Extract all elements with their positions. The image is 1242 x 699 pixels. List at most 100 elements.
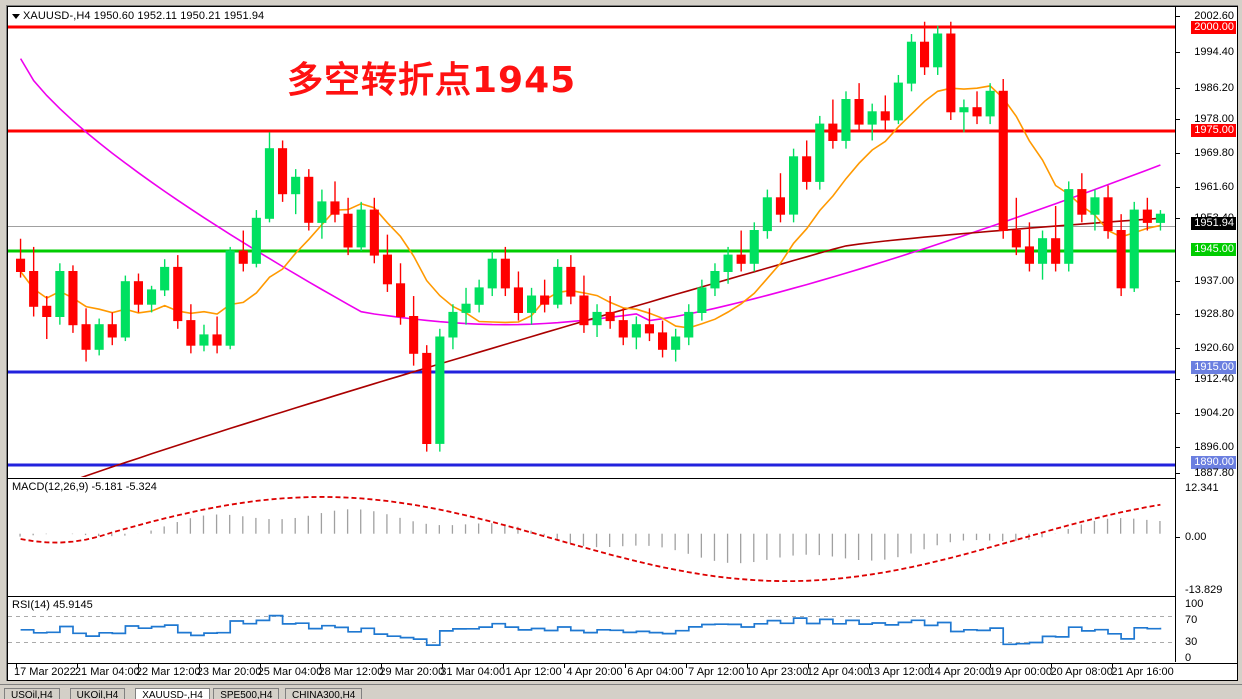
price-tick bbox=[1176, 119, 1180, 120]
price-tag-1928.80: 1928.80 bbox=[1194, 308, 1234, 320]
candle-body bbox=[841, 99, 851, 141]
candle-body bbox=[29, 271, 39, 307]
candle-body bbox=[592, 311, 602, 326]
macd-label: MACD(12,26,9) -5.181 -5.324 bbox=[12, 481, 157, 493]
candle-body bbox=[684, 311, 694, 338]
time-axis-label: 7 Apr 12:00 bbox=[688, 666, 745, 678]
candle-body bbox=[815, 123, 825, 182]
candle-body bbox=[893, 82, 903, 121]
chart-canvas[interactable]: XAUUSD-,H4 1950.60 1952.11 1950.21 1951.… bbox=[7, 6, 1238, 681]
candle-body bbox=[422, 352, 432, 444]
price-tick bbox=[1176, 314, 1180, 315]
candle-body bbox=[147, 289, 157, 305]
candle-body bbox=[906, 41, 917, 84]
candle-body bbox=[880, 111, 890, 121]
window-top-border bbox=[0, 0, 1242, 6]
chart-tabs[interactable]: USOil,H4 UKOil,H4 XAUUSD-,H4 SPE500,H4 CHINA… bbox=[0, 684, 1242, 699]
candle-body bbox=[854, 99, 864, 125]
price-tag-1915.00: 1915.00 bbox=[1191, 361, 1236, 374]
time-axis-label: 28 Mar 12:00 bbox=[318, 666, 384, 678]
level-line-1890.00 bbox=[8, 463, 1175, 467]
price-tag-1986.20: 1986.20 bbox=[1194, 82, 1234, 94]
price-tag-2002.60: 2002.60 bbox=[1194, 10, 1234, 22]
candle-body bbox=[212, 334, 222, 346]
rsi-axis-label: 30 bbox=[1185, 636, 1198, 648]
chart-tab-CHINA300-H4[interactable]: CHINA300,H4 bbox=[285, 688, 363, 699]
candle-body bbox=[998, 90, 1008, 231]
macd-axis-label: 0.00 bbox=[1185, 531, 1207, 543]
candle-body bbox=[671, 336, 681, 350]
time-axis-tick bbox=[990, 664, 992, 668]
window-left-border bbox=[0, 5, 7, 681]
candle-body bbox=[933, 33, 943, 68]
price-tag-2000.00: 2000.00 bbox=[1191, 21, 1236, 34]
triangle-down-icon[interactable] bbox=[12, 13, 20, 19]
candle-body bbox=[133, 281, 144, 305]
price-tick bbox=[1176, 88, 1180, 89]
time-axis-label: 25 Mar 04:00 bbox=[257, 666, 323, 678]
macd-tick bbox=[1176, 537, 1180, 538]
chart-tab-XAUUSD--H4[interactable]: XAUUSD-,H4 bbox=[135, 688, 210, 699]
time-axis-label: 13 Apr 12:00 bbox=[867, 666, 931, 678]
rsi-line bbox=[20, 614, 1162, 646]
chart-tab-USOil-H4[interactable]: USOil,H4 bbox=[4, 688, 60, 699]
candle-body bbox=[107, 324, 117, 338]
candle-body bbox=[16, 258, 26, 272]
candle-body bbox=[278, 148, 288, 195]
time-axis-tick bbox=[503, 664, 505, 668]
candle-body bbox=[55, 271, 65, 317]
candle-body bbox=[435, 336, 445, 444]
time-axis-tick bbox=[137, 664, 139, 668]
candle-body bbox=[317, 201, 327, 223]
time-axis-label: 4 Apr 20:00 bbox=[566, 666, 623, 678]
candle-body bbox=[173, 266, 183, 322]
candle-body bbox=[304, 176, 314, 223]
time-axis-label: 19 Apr 00:00 bbox=[989, 666, 1052, 678]
time-axis-label: 21 Apr 16:00 bbox=[1111, 666, 1174, 678]
time-axis-tick bbox=[564, 664, 566, 668]
time-axis-label: 29 Mar 20:00 bbox=[379, 666, 445, 678]
price-scale[interactable]: 2002.60 2000.00 1994.40 1986.20 1978.00 1975.… bbox=[1175, 7, 1237, 664]
candle-body bbox=[474, 287, 484, 305]
price-tag-1912.40: 1912.40 bbox=[1194, 373, 1234, 385]
candle-body bbox=[762, 197, 772, 232]
candle-body bbox=[1116, 230, 1126, 289]
symbol-header: XAUUSD-,H4 1950.60 1952.11 1950.21 1951.… bbox=[12, 10, 264, 22]
candle-body bbox=[356, 209, 366, 248]
rsi-axis-label: 0 bbox=[1185, 652, 1192, 664]
price-tick bbox=[1176, 348, 1180, 349]
macd-pane[interactable]: MACD(12,26,9) -5.181 -5.324 bbox=[8, 478, 1237, 595]
candle-body bbox=[1077, 189, 1087, 215]
time-axis-tick bbox=[624, 664, 626, 668]
candle-body bbox=[658, 332, 668, 350]
price-tag-1920.60: 1920.60 bbox=[1194, 342, 1234, 354]
time-axis-label: 1 Apr 12:00 bbox=[505, 666, 562, 678]
candle-body bbox=[1051, 238, 1061, 264]
candle-body bbox=[1024, 246, 1035, 264]
candle-body bbox=[579, 295, 589, 326]
level-line-1915.00 bbox=[8, 370, 1175, 374]
time-axis-label: 17 Mar 2022 bbox=[14, 666, 76, 678]
level-line-1951.94 bbox=[8, 226, 1175, 227]
time-axis-tick bbox=[1051, 664, 1053, 668]
candle-body bbox=[1064, 189, 1074, 264]
price-tag-1904.20: 1904.20 bbox=[1194, 407, 1234, 419]
chart-tab-UKOil-H4[interactable]: UKOil,H4 bbox=[69, 688, 126, 699]
candle-body bbox=[461, 303, 471, 313]
candle-body bbox=[1011, 230, 1021, 248]
chart-tab-SPE500-H4[interactable]: SPE500,H4 bbox=[213, 688, 280, 699]
price-pane[interactable] bbox=[8, 7, 1237, 477]
rsi-pane[interactable]: RSI(14) 45.9145 bbox=[8, 596, 1237, 662]
ma-orange-line bbox=[19, 85, 1161, 329]
candle-body bbox=[251, 217, 261, 264]
candle-body bbox=[396, 283, 406, 318]
ma-darkred-line bbox=[80, 217, 1161, 477]
price-tick bbox=[1176, 413, 1180, 414]
candle-body bbox=[1090, 197, 1100, 215]
candle-body bbox=[828, 123, 838, 141]
candle-body bbox=[409, 316, 419, 354]
time-axis-tick bbox=[685, 664, 687, 668]
time-axis[interactable]: 17 Mar 2022 21 Mar 04:00 22 Mar 12:00 23 Ma… bbox=[8, 663, 1237, 680]
rsi-axis-label: 70 bbox=[1185, 614, 1198, 626]
